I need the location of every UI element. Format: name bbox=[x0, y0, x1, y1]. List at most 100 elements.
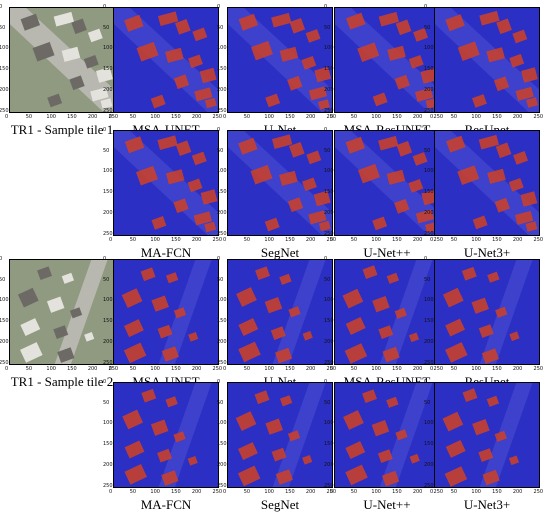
x-tick-label: 250 bbox=[108, 114, 119, 120]
building-mask bbox=[250, 40, 274, 61]
x-tick-label: 0 bbox=[5, 114, 9, 120]
x-tick-label: 50 bbox=[129, 489, 137, 495]
building-mask bbox=[342, 288, 364, 309]
x-tick-label: 150 bbox=[392, 366, 402, 372]
y-tick-label: 150 bbox=[324, 66, 334, 73]
building-mask bbox=[173, 198, 189, 214]
y-tick-label: 200 bbox=[0, 338, 9, 345]
y-tick-label: 150 bbox=[103, 441, 113, 448]
segmentation-plot bbox=[434, 7, 540, 113]
y-tick-label: 250 bbox=[424, 107, 434, 114]
sample-aerial-tile bbox=[9, 7, 115, 113]
segmentation-plot bbox=[334, 130, 440, 236]
y-tick-label: 100 bbox=[103, 297, 113, 304]
x-tick-label: 250 bbox=[533, 366, 544, 372]
building-mask bbox=[372, 92, 388, 107]
building-mask bbox=[372, 296, 390, 313]
x-tick-label: 150 bbox=[67, 366, 77, 372]
building-mask bbox=[421, 189, 439, 206]
y-tick-label: 200 bbox=[217, 338, 227, 345]
building-mask bbox=[199, 67, 217, 84]
x-tick-label: 50 bbox=[25, 366, 33, 372]
y-tick-label: 250 bbox=[424, 230, 434, 237]
building-mask bbox=[408, 332, 420, 343]
building-mask bbox=[238, 137, 258, 155]
x-tick-label: 0 bbox=[223, 366, 227, 372]
y-tick-label: 50 bbox=[324, 276, 331, 283]
building-mask bbox=[238, 318, 259, 336]
y-tick-label: 0 bbox=[424, 379, 428, 385]
building-mask bbox=[378, 11, 399, 27]
x-tick-label: 150 bbox=[285, 237, 295, 243]
building-mask bbox=[123, 319, 144, 338]
building-mask bbox=[254, 390, 270, 405]
x-tick-label: 200 bbox=[87, 114, 98, 120]
x-tick-label: 150 bbox=[392, 114, 402, 120]
y-tick-label: 250 bbox=[324, 107, 334, 114]
y-tick-label: 250 bbox=[217, 359, 227, 366]
x-tick-label: 250 bbox=[433, 114, 444, 120]
y-tick-label: 0 bbox=[0, 256, 3, 262]
building-mask bbox=[345, 441, 366, 459]
y-tick-label: 250 bbox=[103, 482, 113, 489]
x-tick-label: 200 bbox=[191, 237, 202, 243]
y-tick-label: 150 bbox=[324, 441, 334, 448]
building-mask bbox=[165, 169, 185, 185]
x-tick-label: 250 bbox=[326, 237, 337, 243]
building-mask bbox=[413, 28, 429, 42]
x-tick-label: 0 bbox=[430, 489, 434, 495]
building-mask bbox=[271, 12, 292, 28]
building-mask bbox=[265, 418, 283, 435]
x-tick-label: 200 bbox=[412, 489, 423, 495]
building-mask bbox=[157, 11, 179, 26]
x-tick-label: 200 bbox=[412, 366, 423, 372]
building-mask bbox=[317, 99, 330, 110]
y-tick-label: 150 bbox=[217, 66, 227, 73]
x-tick-label: 250 bbox=[326, 489, 337, 495]
building-mask bbox=[305, 29, 321, 43]
x-tick-label: 100 bbox=[264, 366, 274, 372]
x-tick-label: 0 bbox=[430, 366, 434, 372]
y-tick-label: 200 bbox=[103, 86, 113, 93]
x-tick-label: 250 bbox=[533, 114, 544, 120]
building-mask bbox=[444, 466, 468, 487]
y-tick-label: 150 bbox=[0, 318, 9, 325]
building-mask bbox=[520, 191, 538, 207]
building-mask bbox=[308, 210, 327, 225]
building-mask bbox=[238, 341, 261, 363]
y-tick-label: 200 bbox=[103, 338, 113, 345]
x-tick-label: 50 bbox=[129, 366, 137, 372]
y-tick-label: 0 bbox=[217, 4, 221, 10]
building-mask bbox=[165, 396, 178, 408]
y-tick-label: 100 bbox=[424, 297, 434, 304]
building-mask bbox=[191, 151, 207, 166]
x-tick-label: 200 bbox=[191, 489, 202, 495]
x-tick-label: 100 bbox=[46, 366, 56, 372]
segmentation-plot bbox=[227, 130, 333, 236]
building-mask bbox=[194, 87, 213, 102]
building-mask bbox=[187, 178, 203, 193]
building-mask bbox=[494, 197, 510, 213]
building-mask bbox=[486, 47, 505, 63]
building-mask bbox=[513, 151, 529, 165]
model-caption: SegNet bbox=[260, 245, 300, 260]
y-tick-label: 200 bbox=[217, 86, 227, 93]
building-mask bbox=[395, 429, 408, 441]
y-tick-label: 200 bbox=[424, 209, 434, 216]
segmentation-plot bbox=[334, 382, 440, 488]
y-tick-label: 100 bbox=[103, 168, 113, 175]
y-tick-label: 50 bbox=[324, 399, 331, 406]
y-tick-label: 50 bbox=[103, 24, 110, 31]
building-mask bbox=[301, 56, 317, 70]
building-mask bbox=[396, 140, 413, 157]
x-tick-label: 50 bbox=[350, 237, 358, 243]
y-tick-label: 0 bbox=[424, 127, 428, 133]
y-tick-label: 200 bbox=[424, 338, 434, 345]
building-mask bbox=[471, 94, 487, 108]
y-tick-label: 0 bbox=[324, 127, 328, 133]
x-tick-label: 0 bbox=[109, 237, 113, 243]
x-tick-label: 200 bbox=[191, 366, 202, 372]
segmentation-plot bbox=[434, 382, 540, 488]
y-tick-label: 200 bbox=[103, 209, 113, 216]
building-mask bbox=[479, 10, 500, 26]
